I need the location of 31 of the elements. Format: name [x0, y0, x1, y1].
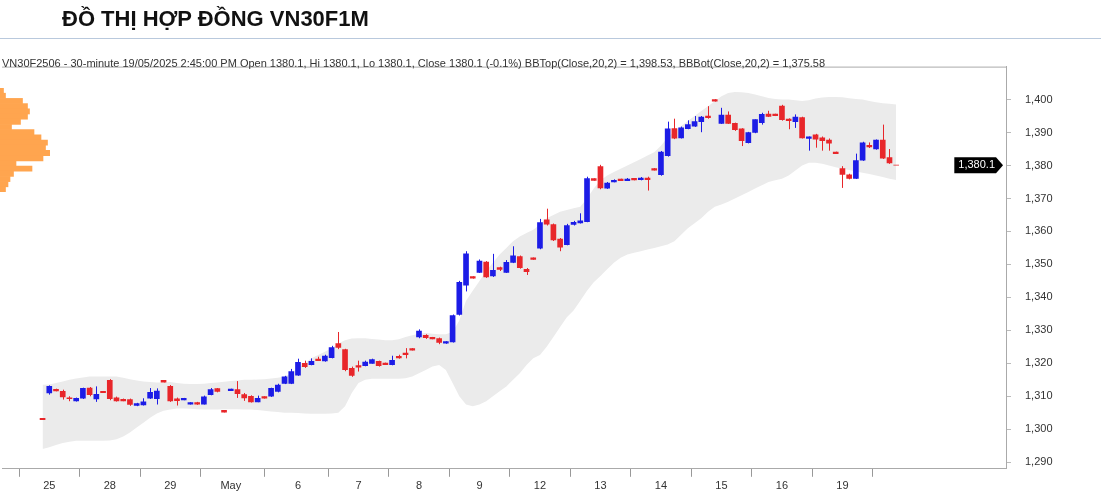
y-tick-label: 1,350: [1025, 257, 1053, 270]
y-tick-label: 1,300: [1025, 422, 1053, 435]
chart-subtitle: VN30F2506 - 30-minute 19/05/2025 2:45:00 PM Open 1380.1, Hi 1380.1, Lo 1380.1, Close 1380.1 (-0.1%) BBTop(Close,20,2) = 1,398.53, BBBot(Close,20,2) = 1,375.58: [2, 57, 826, 69]
x-tick-label: 28: [103, 479, 116, 492]
y-tick-label: 1,320: [1025, 356, 1053, 369]
y-tick-label: 1,330: [1025, 323, 1053, 336]
x-tick-label: 6: [294, 479, 302, 492]
x-tick-label: May: [220, 479, 242, 492]
x-tick-label: 15: [715, 479, 728, 492]
y-tick-label: 1,360: [1025, 224, 1053, 237]
x-tick-label: 7: [355, 479, 362, 492]
chart-title: ĐỒ THỊ HỢP ĐỒNG VN30F1M: [62, 6, 369, 32]
y-tick-label: 1,400: [1025, 92, 1053, 105]
y-tick-label: 1,290: [1025, 455, 1053, 468]
y-tick-label: 1,380: [1025, 158, 1053, 171]
x-tick-label: 16: [775, 479, 789, 492]
x-tick-label: 8: [415, 479, 423, 492]
y-tick-label: 1,340: [1025, 290, 1053, 303]
x-tick-label: 13: [594, 479, 607, 492]
x-tick-label: 9: [476, 479, 483, 492]
y-tick-label: 1,310: [1025, 389, 1053, 402]
x-tick-label: 19: [836, 479, 849, 492]
y-tick-label: 1,370: [1025, 191, 1053, 204]
bar: [0, 88, 4, 94]
text: 1,380.1: [958, 158, 995, 171]
x-tick-label: 25: [43, 479, 56, 492]
x-tick-label: 14: [654, 479, 668, 492]
x-tick-label: 29: [164, 479, 177, 492]
y-tick-label: 1,390: [1025, 125, 1053, 138]
candlestick: [490, 253, 496, 278]
x-tick-label: 12: [533, 479, 547, 492]
